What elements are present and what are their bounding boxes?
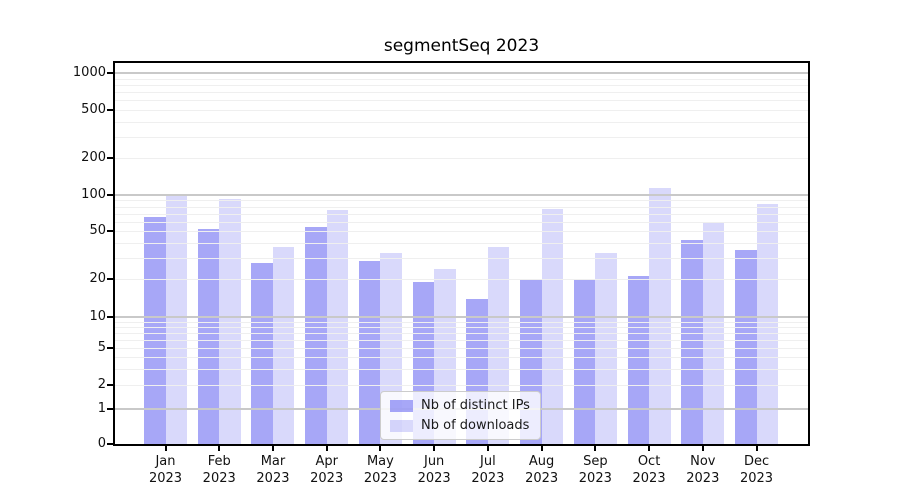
y-tick-mark-50 bbox=[107, 230, 113, 232]
bar-downloads-oct bbox=[649, 187, 671, 444]
y-tick-label-1: 1 bbox=[97, 401, 106, 416]
legend: Nb of distinct IPs Nb of downloads bbox=[380, 391, 541, 440]
plot-area: Nb of distinct IPs Nb of downloads bbox=[113, 61, 810, 446]
gridline-y-20 bbox=[115, 279, 808, 280]
bar-distinct-ips-feb bbox=[197, 228, 220, 444]
gridline-y-80 bbox=[115, 206, 808, 208]
y-tick-mark-5 bbox=[107, 347, 113, 349]
gridline-y-4 bbox=[115, 357, 808, 358]
x-tick-label-apr: Apr 2023 bbox=[310, 454, 344, 486]
x-tick-mark-jan bbox=[164, 446, 167, 451]
bar-distinct-ips-oct bbox=[627, 276, 650, 444]
gridline-y-200 bbox=[115, 158, 808, 159]
y-tick-mark-1 bbox=[107, 408, 113, 410]
x-tick-mark-nov bbox=[701, 446, 704, 451]
gridline-y-50 bbox=[115, 231, 808, 232]
x-tick-label-oct: Oct 2023 bbox=[632, 454, 666, 486]
y-tick-label-500: 500 bbox=[81, 102, 106, 117]
x-tick-label-may: May 2023 bbox=[363, 454, 397, 486]
y-tick-label-5: 5 bbox=[97, 340, 106, 355]
bar-distinct-ips-mar bbox=[251, 263, 273, 444]
legend-swatch-distinct-ips bbox=[390, 399, 413, 412]
x-tick-label-feb: Feb 2023 bbox=[202, 454, 236, 486]
gridline-y-9 bbox=[115, 321, 808, 323]
y-tick-mark-500 bbox=[107, 109, 113, 111]
y-tick-label-2: 2 bbox=[97, 377, 106, 392]
y-tick-mark-100 bbox=[107, 194, 113, 196]
y-tick-label-20: 20 bbox=[89, 271, 106, 286]
gridline-y-60 bbox=[115, 221, 808, 223]
x-tick-label-jan: Jan 2023 bbox=[148, 454, 183, 486]
x-tick-mark-mar bbox=[271, 446, 274, 451]
x-tick-mark-oct bbox=[648, 446, 651, 451]
bar-downloads-dec bbox=[756, 204, 779, 444]
y-tick-label-1000: 1000 bbox=[72, 65, 106, 80]
y-tick-mark-0 bbox=[107, 443, 113, 445]
legend-item-downloads: Nb of downloads bbox=[390, 418, 530, 433]
x-tick-label-sep: Sep 2023 bbox=[578, 454, 612, 486]
x-tick-mark-feb bbox=[218, 446, 221, 451]
y-tick-mark-10 bbox=[107, 316, 113, 318]
gridline-y-6 bbox=[115, 339, 808, 341]
y-tick-label-100: 100 bbox=[81, 187, 106, 202]
gridline-y-5 bbox=[115, 348, 808, 349]
x-tick-mark-dec bbox=[755, 446, 758, 451]
bar-distinct-ips-jan bbox=[144, 217, 166, 444]
y-tick-label-10: 10 bbox=[89, 309, 106, 324]
bar-distinct-ips-sep bbox=[573, 279, 596, 444]
gridline-y-10 bbox=[115, 316, 808, 318]
legend-label-distinct-ips: Nb of distinct IPs bbox=[421, 398, 530, 413]
gridline-y-100 bbox=[115, 194, 808, 196]
gridline-y-300 bbox=[115, 136, 808, 138]
bar-distinct-ips-apr bbox=[305, 227, 327, 444]
gridline-y-7 bbox=[115, 332, 808, 334]
x-tick-mark-aug bbox=[540, 446, 543, 451]
legend-swatch-downloads bbox=[390, 419, 413, 432]
x-tick-mark-may bbox=[379, 446, 382, 451]
x-tick-label-aug: Aug 2023 bbox=[525, 454, 559, 486]
bar-distinct-ips-dec bbox=[735, 249, 757, 444]
y-tick-mark-2 bbox=[107, 384, 113, 386]
gridline-y-600 bbox=[115, 100, 808, 102]
legend-item-distinct-ips: Nb of distinct IPs bbox=[390, 398, 530, 413]
gridline-y-1000 bbox=[115, 72, 808, 74]
x-tick-mark-jul bbox=[486, 446, 489, 451]
bar-downloads-feb bbox=[219, 199, 241, 444]
y-tick-mark-200 bbox=[107, 157, 113, 159]
legend-label-downloads: Nb of downloads bbox=[421, 418, 530, 433]
gridline-y-30 bbox=[115, 257, 808, 259]
x-tick-label-nov: Nov 2023 bbox=[686, 454, 720, 486]
x-tick-label-jul: Jul 2023 bbox=[471, 454, 505, 486]
gridline-y-800 bbox=[115, 84, 808, 86]
x-tick-label-dec: Dec 2023 bbox=[739, 454, 774, 486]
gridline-y-500 bbox=[115, 110, 808, 111]
y-tick-label-0: 0 bbox=[97, 436, 106, 451]
bar-downloads-mar bbox=[272, 246, 295, 444]
bar-downloads-jan bbox=[165, 193, 187, 444]
gridline-y-900 bbox=[115, 78, 808, 80]
bar-distinct-ips-nov bbox=[681, 240, 703, 444]
gridline-y-70 bbox=[115, 213, 808, 215]
gridline-y-3 bbox=[115, 368, 808, 370]
gridline-y-40 bbox=[115, 242, 808, 244]
bar-distinct-ips-may bbox=[358, 261, 381, 444]
gridline-y-2 bbox=[115, 385, 808, 386]
x-tick-mark-jun bbox=[433, 446, 436, 451]
gridline-y-90 bbox=[115, 200, 808, 202]
x-tick-mark-sep bbox=[594, 446, 597, 451]
x-tick-mark-apr bbox=[325, 446, 328, 451]
gridline-y-8 bbox=[115, 326, 808, 328]
gridline-y-400 bbox=[115, 121, 808, 123]
x-tick-label-jun: Jun 2023 bbox=[417, 454, 451, 486]
chart-title: segmentSeq 2023 bbox=[383, 36, 540, 56]
x-tick-label-mar: Mar 2023 bbox=[256, 454, 290, 486]
y-tick-label-200: 200 bbox=[81, 150, 106, 165]
gridline-y-700 bbox=[115, 92, 808, 94]
y-tick-label-50: 50 bbox=[89, 223, 106, 238]
y-tick-mark-20 bbox=[107, 278, 113, 280]
y-tick-mark-1000 bbox=[107, 72, 113, 74]
